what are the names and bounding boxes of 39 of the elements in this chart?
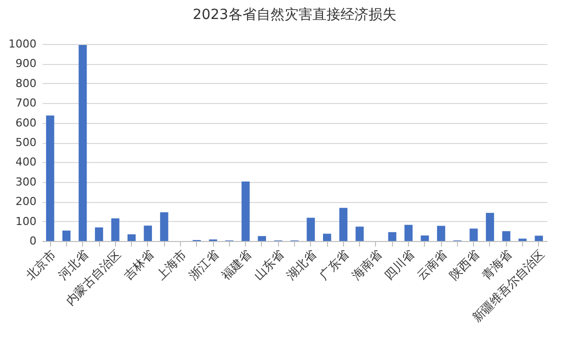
bar: [502, 231, 510, 241]
y-tick-label: 500: [16, 136, 36, 149]
bar: [242, 182, 250, 241]
bar: [388, 232, 396, 241]
bar: [78, 44, 87, 241]
y-tick-label: 200: [16, 195, 36, 208]
y-tick-label: 100: [16, 214, 36, 228]
x-tick-label: 广东省: [316, 247, 352, 282]
y-tick-label: 900: [16, 57, 36, 70]
bar: [420, 235, 429, 241]
bar: [62, 230, 71, 241]
y-tick-label: 800: [16, 76, 36, 90]
chart-title: 2023各省自然灾害直接经济损失: [192, 7, 396, 23]
bar: [128, 234, 136, 241]
bar: [470, 228, 478, 241]
bar: [94, 227, 104, 241]
y-tick-label: 400: [16, 156, 36, 169]
y-tick-label: 1000: [8, 38, 36, 50]
y-tick-label: 600: [16, 116, 36, 130]
bar: [339, 208, 348, 241]
bar: [437, 226, 446, 241]
bar: [404, 224, 413, 241]
bar: [323, 234, 332, 241]
bar: [356, 226, 364, 241]
y-tick-label: 700: [16, 96, 36, 110]
bar: [306, 218, 315, 241]
bar: [258, 236, 266, 241]
x-tick-label: 吉林省: [121, 247, 156, 282]
bar: [534, 236, 543, 241]
x-tick-label: 北京市: [23, 247, 59, 282]
y-tick-label: 0: [30, 234, 36, 248]
bar: [160, 212, 168, 241]
bar: [144, 226, 152, 241]
bar: [111, 218, 120, 241]
bar: [486, 212, 494, 241]
y-tick-label: 300: [16, 175, 36, 188]
x-tick-label: 上海市: [154, 247, 189, 282]
x-tick-label: 海南省: [349, 247, 384, 282]
bar: [46, 116, 54, 241]
